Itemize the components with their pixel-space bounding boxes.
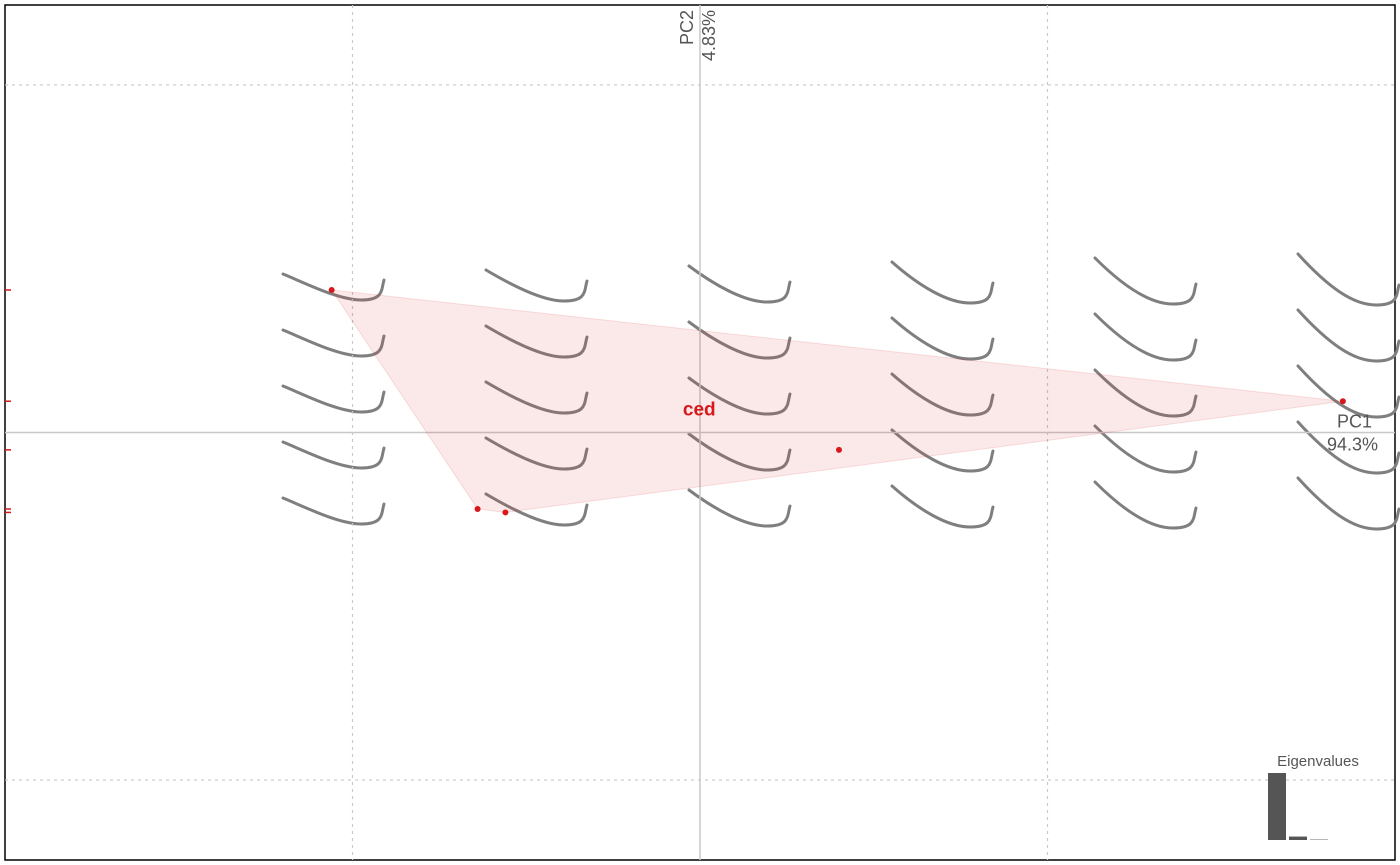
shape-outline <box>484 380 589 415</box>
shape-outline <box>1296 308 1400 363</box>
shape-outline <box>281 440 386 470</box>
shape-outline <box>484 324 589 359</box>
shape-outline <box>687 320 792 360</box>
shape-outline <box>1093 312 1198 362</box>
shape-outline <box>890 428 995 473</box>
shape-outline <box>1296 252 1400 307</box>
eigen-bar <box>1289 836 1307 840</box>
x-axis-sublabel: 94.3% <box>1327 434 1378 454</box>
shape-outline <box>890 484 995 529</box>
shape-outline <box>484 268 589 303</box>
eigen-bar <box>1268 773 1286 840</box>
point <box>474 505 481 512</box>
shape-outline <box>890 372 995 417</box>
eigen-title: Eigenvalues <box>1277 753 1359 770</box>
shape-outline <box>687 488 792 528</box>
shape-outline <box>281 272 386 302</box>
shape-outline <box>484 436 589 471</box>
x-axis-label: PC1 <box>1337 411 1372 431</box>
shape-outline <box>281 496 386 526</box>
y-axis-sublabel: 4.83% <box>699 10 719 61</box>
shape-outline <box>1093 256 1198 306</box>
point <box>836 446 842 453</box>
shape-outline <box>1093 424 1198 474</box>
shape-outline <box>281 328 386 358</box>
shape-outline <box>484 492 589 527</box>
point <box>1339 398 1346 405</box>
point <box>502 509 509 516</box>
shape-outline <box>687 432 792 472</box>
shape-outline <box>1093 480 1198 530</box>
group-label: ced <box>683 400 716 421</box>
shape-outline <box>1296 364 1400 419</box>
shape-outline <box>890 260 995 305</box>
shape-outline <box>687 376 792 416</box>
shape-outline <box>1296 476 1400 531</box>
shape-outline <box>1093 368 1198 418</box>
point <box>328 287 335 293</box>
shape-outline <box>890 316 995 361</box>
shape-outline <box>1296 420 1400 475</box>
y-axis-label: PC2 <box>677 10 697 45</box>
morphospace <box>281 252 1400 531</box>
shape-outline <box>687 264 792 304</box>
shape-outline <box>281 384 386 414</box>
